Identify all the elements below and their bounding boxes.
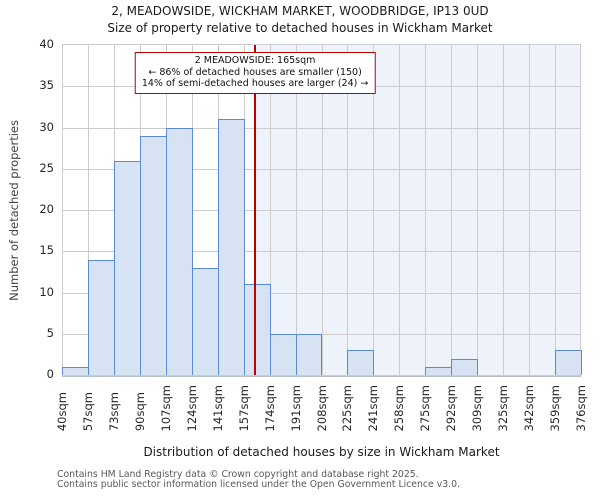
annotation-property-size: 2 MEADOWSIDE: 165sqm [194,55,316,66]
gridline-vertical [425,45,426,375]
histogram-bar [347,350,375,375]
histogram-bar [113,160,141,375]
footer-line2: Contains public sector information licen… [57,479,460,490]
plot-area: 2 MEADOWSIDE: 165sqm ← 86% of detached h… [62,44,582,377]
x-tick-label: 376sqm [574,384,588,431]
annotation-box: 2 MEADOWSIDE: 165sqm ← 86% of detached h… [134,52,376,94]
gridline-vertical [451,45,452,375]
x-tick-label: 275sqm [418,384,433,431]
y-tick-label: 20 [39,202,54,216]
gridline-vertical [322,45,323,375]
gridline-vertical [503,45,504,375]
x-tick-label: 309sqm [470,384,485,431]
gridline-vertical [88,45,89,375]
x-tick-label: 325sqm [496,384,511,431]
y-tick-label: 10 [39,284,54,299]
histogram-bar [191,267,219,375]
y-tick-label: 35 [39,78,54,93]
gridline-horizontal [62,127,581,129]
annotation-larger-stat: 14% of semi-detached houses are larger (… [141,78,369,89]
histogram-bar [217,119,245,375]
y-tick-label: 5 [46,325,54,340]
x-tick-label: 57sqm [80,391,95,431]
histogram-bar [243,284,271,375]
histogram-bar [295,333,323,375]
x-axis-label: Distribution of detached houses by size … [143,445,500,459]
gridline-horizontal [62,375,581,376]
gridline-horizontal [62,168,581,170]
x-tick-label: 225sqm [340,384,355,431]
x-tick-label: 174sqm [262,384,277,431]
gridline-vertical [399,45,400,375]
footer-attribution: Contains HM Land Registry data © Crown c… [57,470,460,490]
gridline-vertical [477,45,478,375]
x-tick-label: 359sqm [548,384,563,431]
gridline-vertical [555,45,556,375]
y-tick-label: 40 [39,37,54,51]
gridline-horizontal [62,251,581,253]
x-tick-label: 124sqm [184,384,199,431]
x-tick-label: 40sqm [55,391,69,431]
x-tick-label: 342sqm [522,384,537,431]
histogram-bar [555,350,582,375]
chart-title: 2, MEADOWSIDE, WICKHAM MARKET, WOODBRIDG… [111,4,489,18]
x-tick-label: 292sqm [444,384,459,431]
x-tick-label: 90sqm [132,391,147,431]
x-tick-label: 208sqm [314,384,329,431]
gridline-vertical [529,45,530,375]
gridline-vertical [270,45,271,375]
x-tick-label: 241sqm [366,384,381,431]
gridline-horizontal [62,210,581,211]
annotation-smaller-stat: ← 86% of detached houses are smaller (15… [148,66,362,78]
y-tick-label: 0 [46,367,54,381]
gridline-vertical [296,45,297,375]
y-tick-label: 15 [39,243,54,258]
histogram-bar [165,127,193,375]
gridline-vertical [580,45,581,375]
footer-line1: Contains HM Land Registry data © Crown c… [57,469,419,480]
x-tick-label: 157sqm [236,384,251,431]
x-tick-label: 73sqm [106,391,121,431]
histogram-bar [62,366,89,375]
histogram-bar [451,358,479,375]
gridline-horizontal [62,44,581,45]
x-tick-label: 258sqm [392,384,407,431]
x-tick-label: 107sqm [158,384,173,431]
y-tick-label: 25 [39,160,54,175]
gridline-horizontal [62,292,581,294]
chart-subtitle: Size of property relative to detached ho… [107,21,493,35]
x-tick-label: 191sqm [288,384,303,431]
gridline-vertical [373,45,374,375]
gridline-vertical [347,45,348,375]
gridline-vertical [62,45,63,375]
histogram-bar [425,366,453,375]
histogram-bar [139,135,167,375]
histogram-bar [87,259,115,375]
histogram-bar [269,333,297,375]
y-tick-label: 30 [39,119,54,134]
x-tick-label: 141sqm [210,384,225,431]
property-size-marker-line [254,45,257,375]
